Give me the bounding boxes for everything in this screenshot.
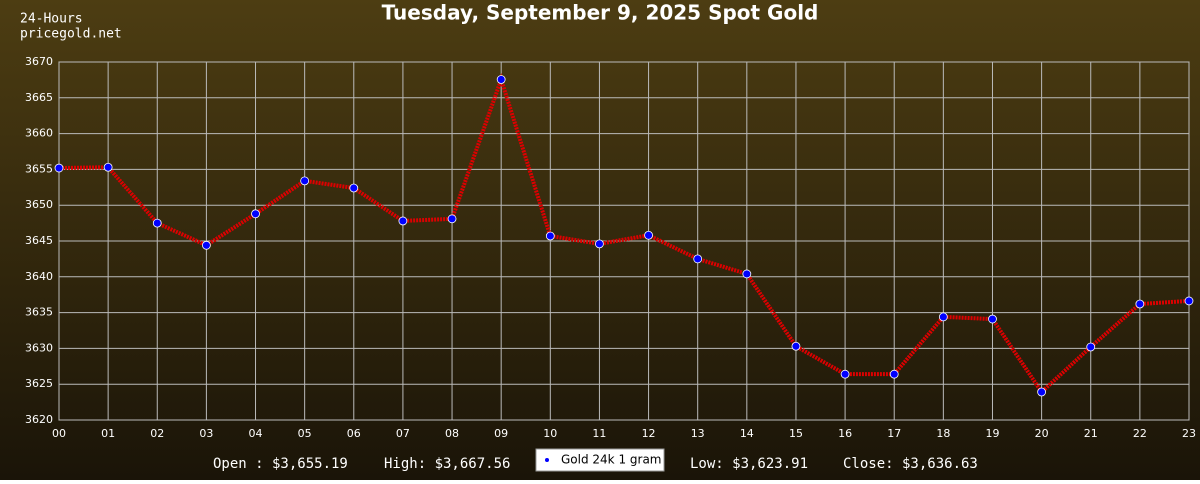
- x-tick-label: 05: [298, 427, 312, 440]
- data-point: [545, 231, 555, 241]
- x-tick-label: 11: [592, 427, 606, 440]
- data-point: [103, 162, 113, 172]
- series-line: [58, 73, 1190, 396]
- data-point: [251, 209, 260, 219]
- x-tick-label: 06: [347, 427, 361, 440]
- header-line: pricegold.net: [20, 27, 122, 42]
- data-point: [889, 369, 899, 379]
- data-point: [988, 314, 997, 324]
- data-point: [1135, 299, 1145, 309]
- x-tick-label: 22: [1133, 427, 1147, 440]
- data-point: [938, 312, 948, 322]
- x-tick-label: 02: [150, 427, 164, 440]
- data-point: [201, 240, 211, 250]
- data-point: [496, 75, 506, 84]
- summary-high: High: $3,667.56: [384, 456, 510, 472]
- data-point: [595, 239, 604, 249]
- x-tick-label: 18: [936, 427, 950, 440]
- y-tick-label: 3670: [25, 55, 53, 68]
- x-tick-label: 10: [543, 427, 557, 440]
- data-point: [1086, 342, 1096, 352]
- legend-marker: [545, 458, 549, 462]
- data-point: [1184, 296, 1194, 306]
- x-tick-label: 16: [838, 427, 852, 440]
- y-tick-label: 3620: [25, 413, 53, 426]
- x-tick-label: 14: [740, 427, 754, 440]
- x-tick-label: 09: [494, 427, 508, 440]
- data-point: [791, 341, 801, 351]
- chart-title: Tuesday, September 9, 2025 Spot Gold: [382, 1, 819, 25]
- y-tick-label: 3645: [25, 234, 53, 247]
- data-point: [840, 369, 850, 379]
- data-point: [742, 269, 752, 279]
- data-point: [447, 214, 457, 224]
- y-tick-label: 3660: [25, 127, 53, 140]
- x-tick-label: 01: [101, 427, 115, 440]
- data-point: [693, 254, 703, 264]
- x-tick-label: 08: [445, 427, 459, 440]
- y-tick-label: 3665: [25, 91, 53, 104]
- data-point: [152, 218, 162, 228]
- x-tick-label: 04: [249, 427, 263, 440]
- x-tick-label: 07: [396, 427, 410, 440]
- y-tick-label: 3650: [25, 198, 53, 211]
- x-tick-label: 19: [985, 427, 999, 440]
- y-tick-label: 3625: [25, 377, 53, 390]
- x-tick-label: 03: [199, 427, 213, 440]
- x-tick-label: 13: [691, 427, 705, 440]
- x-tick-label: 00: [52, 427, 66, 440]
- data-point: [1037, 387, 1047, 397]
- data-point: [644, 230, 653, 240]
- summary-close: Close: $3,636.63: [843, 456, 978, 472]
- legend-label: Gold 24k 1 gram: [561, 453, 661, 467]
- x-tick-label: 15: [789, 427, 803, 440]
- y-tick-label: 3655: [25, 162, 53, 175]
- data-point: [349, 183, 359, 193]
- y-tick-label: 3640: [25, 270, 53, 283]
- legend-box: [535, 448, 665, 472]
- x-tick-label: 23: [1182, 427, 1196, 440]
- data-point: [54, 163, 64, 173]
- header-line: 24-Hours: [20, 12, 83, 27]
- summary-low: Low: $3,623.91: [690, 456, 808, 472]
- y-tick-label: 3630: [25, 341, 53, 354]
- y-tick-label: 3635: [25, 306, 53, 319]
- data-point: [398, 216, 408, 226]
- x-tick-label: 17: [887, 427, 901, 440]
- data-point: [300, 176, 310, 186]
- summary-open: Open : $3,655.19: [213, 456, 348, 472]
- x-tick-label: 20: [1035, 427, 1049, 440]
- x-tick-label: 21: [1084, 427, 1098, 440]
- x-tick-label: 12: [642, 427, 656, 440]
